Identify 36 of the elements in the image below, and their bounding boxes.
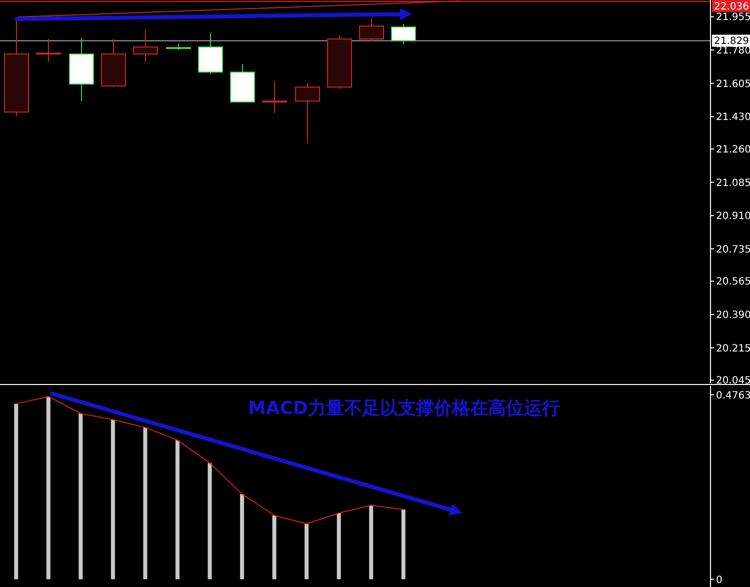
bar bbox=[46, 396, 50, 580]
bar bbox=[401, 510, 406, 580]
annotation: MACD力量不足以支撑价格在高位运行 bbox=[248, 398, 560, 419]
bar bbox=[176, 440, 180, 580]
bar bbox=[304, 524, 309, 580]
bar bbox=[369, 505, 374, 580]
y-tick-label: 21.605 bbox=[716, 78, 750, 90]
bar bbox=[78, 413, 83, 580]
y-tick-label: 20.390 bbox=[716, 310, 750, 322]
y-tick-label: 20.735 bbox=[716, 244, 750, 256]
y-tick-label: 20.565 bbox=[716, 276, 750, 288]
bar bbox=[208, 463, 212, 580]
y-tick-label: 21.955 bbox=[716, 12, 750, 24]
y-tick-label: 20.215 bbox=[716, 343, 750, 354]
ref-line-label: 22.036 bbox=[714, 2, 749, 12]
candlestick bbox=[262, 80, 287, 114]
bar bbox=[336, 513, 341, 580]
y-tick-label: 21.085 bbox=[716, 178, 750, 189]
candlestick bbox=[359, 18, 384, 42]
y-tick-label: 20.910 bbox=[716, 211, 750, 222]
bar bbox=[272, 515, 276, 580]
ref-line-label: 21.829 bbox=[714, 36, 749, 48]
y-tick-label: 0 bbox=[716, 574, 722, 586]
bar bbox=[143, 427, 148, 580]
y-tick-label: 20.045 bbox=[716, 376, 750, 387]
y-tick-label: 21.430 bbox=[716, 112, 750, 124]
y-tick-label: 21.780 bbox=[716, 46, 750, 57]
y-tick-label: 0.4763 bbox=[716, 390, 750, 402]
candlestick bbox=[295, 82, 320, 144]
bar bbox=[240, 494, 244, 580]
candlestick bbox=[133, 28, 158, 63]
candlestick bbox=[36, 38, 61, 63]
y-tick-label: 21.260 bbox=[716, 144, 750, 156]
bar bbox=[110, 420, 115, 580]
candlestick bbox=[391, 23, 416, 45]
bar bbox=[14, 404, 18, 580]
